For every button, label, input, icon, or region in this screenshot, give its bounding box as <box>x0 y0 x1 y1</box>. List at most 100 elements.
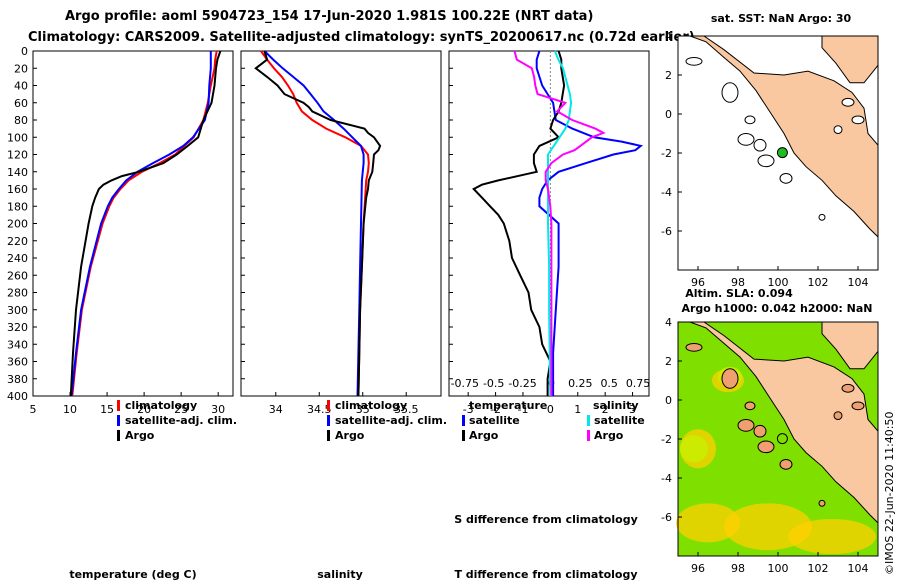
series-line-satellite-adj--clim- <box>263 50 365 397</box>
map-xtick-label: 104 <box>848 562 869 575</box>
xtick-label: -1 <box>517 403 528 416</box>
sla-anomaly-area <box>788 518 876 555</box>
legend-sat: satellite-adj. clim. <box>125 414 237 427</box>
temperature-panel-frame <box>32 50 234 397</box>
island <box>753 424 767 438</box>
legend-s-argo: Argo <box>594 429 624 442</box>
island <box>753 138 767 152</box>
ytick-label: 300 <box>7 304 28 317</box>
legend-s-sat: satellite <box>594 414 645 427</box>
x2tick-label: 0.5 <box>600 377 618 390</box>
island <box>841 383 855 393</box>
ytick-label: 240 <box>7 252 28 265</box>
watermark: ©IMOS 22-Jun-2020 11:40:50 <box>883 411 896 575</box>
xtick-label: 1 <box>574 403 581 416</box>
island <box>685 56 703 66</box>
island <box>757 440 775 454</box>
xtick-label: 3 <box>629 403 636 416</box>
map-ytick-label: -4 <box>661 186 672 199</box>
legend-swatch-t-sat <box>462 415 465 426</box>
sumatra-landmass <box>678 35 879 239</box>
island <box>851 401 865 411</box>
legend-argo: Argo <box>335 429 365 442</box>
ytick-label: 200 <box>7 218 28 231</box>
series-line-climatology <box>260 50 370 397</box>
map-xtick-label: 100 <box>768 562 789 575</box>
sla-anomaly-area <box>680 435 708 463</box>
xtick-label: -2 <box>490 403 501 416</box>
bottom-map: 96 98 100 102 104 4 2 0 -2 -4 -6 <box>661 316 879 575</box>
temperature-legend: climatology satellite-adj. clim. Argo <box>117 399 237 442</box>
bottom-map-title2: Argo h1000: 0.042 h2000: NaN <box>681 302 872 315</box>
legend-salinity: salinity <box>593 399 639 412</box>
ytick-label: 140 <box>7 166 28 179</box>
x2tick-label: -0.5 <box>483 377 504 390</box>
sumatra-landmass <box>678 321 879 525</box>
xtick-label: 20 <box>137 403 151 416</box>
ytick-label: 280 <box>7 287 28 300</box>
salinity-xlabel: salinity <box>317 568 363 580</box>
ytick-label: 380 <box>7 373 28 386</box>
map-ytick-label: -4 <box>661 472 672 485</box>
legend-swatch-clim <box>327 400 330 411</box>
legend-swatch-s-sat <box>587 415 590 426</box>
legend-swatch-sat <box>117 415 120 426</box>
difference-panel: -3 -2 -1 0 1 2 3-0.75 -0.5 -0.25 0 0.25 0.5 0.75 <box>449 50 650 416</box>
difference-xlabel: T difference from climatology <box>454 568 637 580</box>
series-line-argo <box>254 50 382 397</box>
xtick-label: -3 <box>463 403 474 416</box>
island <box>818 213 826 221</box>
map-ytick-label: -2 <box>661 147 672 160</box>
legend-t-argo: Argo <box>469 429 499 442</box>
series-line-s-satellite <box>547 50 573 397</box>
map-xtick-label: 102 <box>808 276 829 289</box>
map-ytick-label: 2 <box>665 69 672 82</box>
island <box>757 154 775 168</box>
legend-temperature: temperature <box>469 399 547 412</box>
map-xtick-label: 104 <box>848 276 869 289</box>
island <box>841 97 855 107</box>
legend-swatch-s-argo <box>587 430 590 441</box>
temperature-xlabel: temperature (deg C) <box>69 568 196 580</box>
temperature-panel: 0 20 40 60 80 100 120 140 160 180 200 220 240 260 280 3… <box>7 45 225 416</box>
map-xtick-label: 96 <box>691 562 705 575</box>
ytick-label: 400 <box>7 390 28 403</box>
island <box>744 401 756 411</box>
map-ytick-label: -6 <box>661 511 672 524</box>
xtick-label: 35.5 <box>394 403 419 416</box>
map-ytick-label: 2 <box>665 355 672 368</box>
series-line-argo <box>69 50 222 397</box>
xtick-label: 2 <box>602 403 609 416</box>
island <box>737 133 755 146</box>
bottom-map-title1: Altim. SLA: 0.094 <box>685 287 793 300</box>
title-line1: Argo profile: aoml 5904723_154 17-Jun-20… <box>65 9 593 24</box>
island <box>685 342 703 352</box>
difference-x2label: S difference from climatology <box>454 513 638 526</box>
ytick-label: 340 <box>7 338 28 351</box>
legend-swatch-clim <box>117 400 120 411</box>
map-xtick-label: 98 <box>731 276 745 289</box>
legend-t-sat: satellite <box>469 414 520 427</box>
island <box>744 115 756 125</box>
map-xtick-label: 100 <box>768 276 789 289</box>
ytick-label: 260 <box>7 269 28 282</box>
ytick-label: 120 <box>7 149 28 162</box>
title-line2: Climatology: CARS2009. Satellite-adjuste… <box>28 30 695 45</box>
difference-legend: temperature satellite Argo salinity sate… <box>462 399 645 442</box>
xtick-label: 30 <box>211 403 225 416</box>
top-map-title: sat. SST: NaN Argo: 30 <box>711 12 852 25</box>
xtick-label: 34.5 <box>307 403 332 416</box>
ytick-label: 40 <box>14 80 28 93</box>
map-xtick-label: 98 <box>731 562 745 575</box>
map-ytick-label: -6 <box>661 225 672 238</box>
ytick-label: 360 <box>7 356 28 369</box>
island <box>721 368 739 389</box>
ytick-label: 320 <box>7 321 28 334</box>
map-ytick-label: -2 <box>661 433 672 446</box>
island <box>779 458 793 470</box>
legend-swatch-argo <box>117 430 120 441</box>
argo-float-marker <box>776 433 788 445</box>
salinity-legend: climatology satellite-adj. clim. Argo <box>327 399 447 442</box>
